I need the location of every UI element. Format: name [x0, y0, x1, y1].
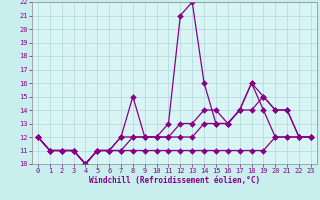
- X-axis label: Windchill (Refroidissement éolien,°C): Windchill (Refroidissement éolien,°C): [89, 176, 260, 185]
